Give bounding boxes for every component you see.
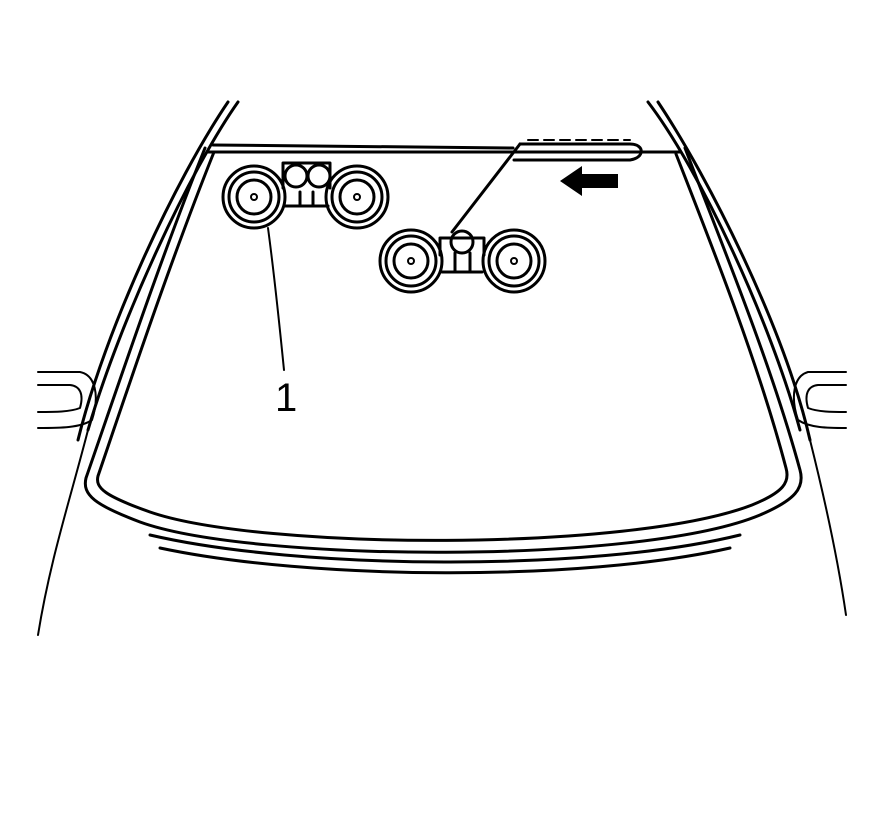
left-mirror	[37, 371, 97, 429]
suction-cup-tool-right	[378, 228, 547, 294]
vehicle-body-outline	[37, 100, 847, 636]
cutting-wire	[450, 139, 643, 234]
right-mirror	[792, 371, 847, 429]
callout-label-1: 1	[275, 376, 297, 420]
direction-arrow-left	[560, 166, 618, 196]
suction-cup-tool-left	[221, 161, 390, 230]
windshield	[83, 143, 803, 575]
callout-1-leader	[267, 227, 285, 371]
